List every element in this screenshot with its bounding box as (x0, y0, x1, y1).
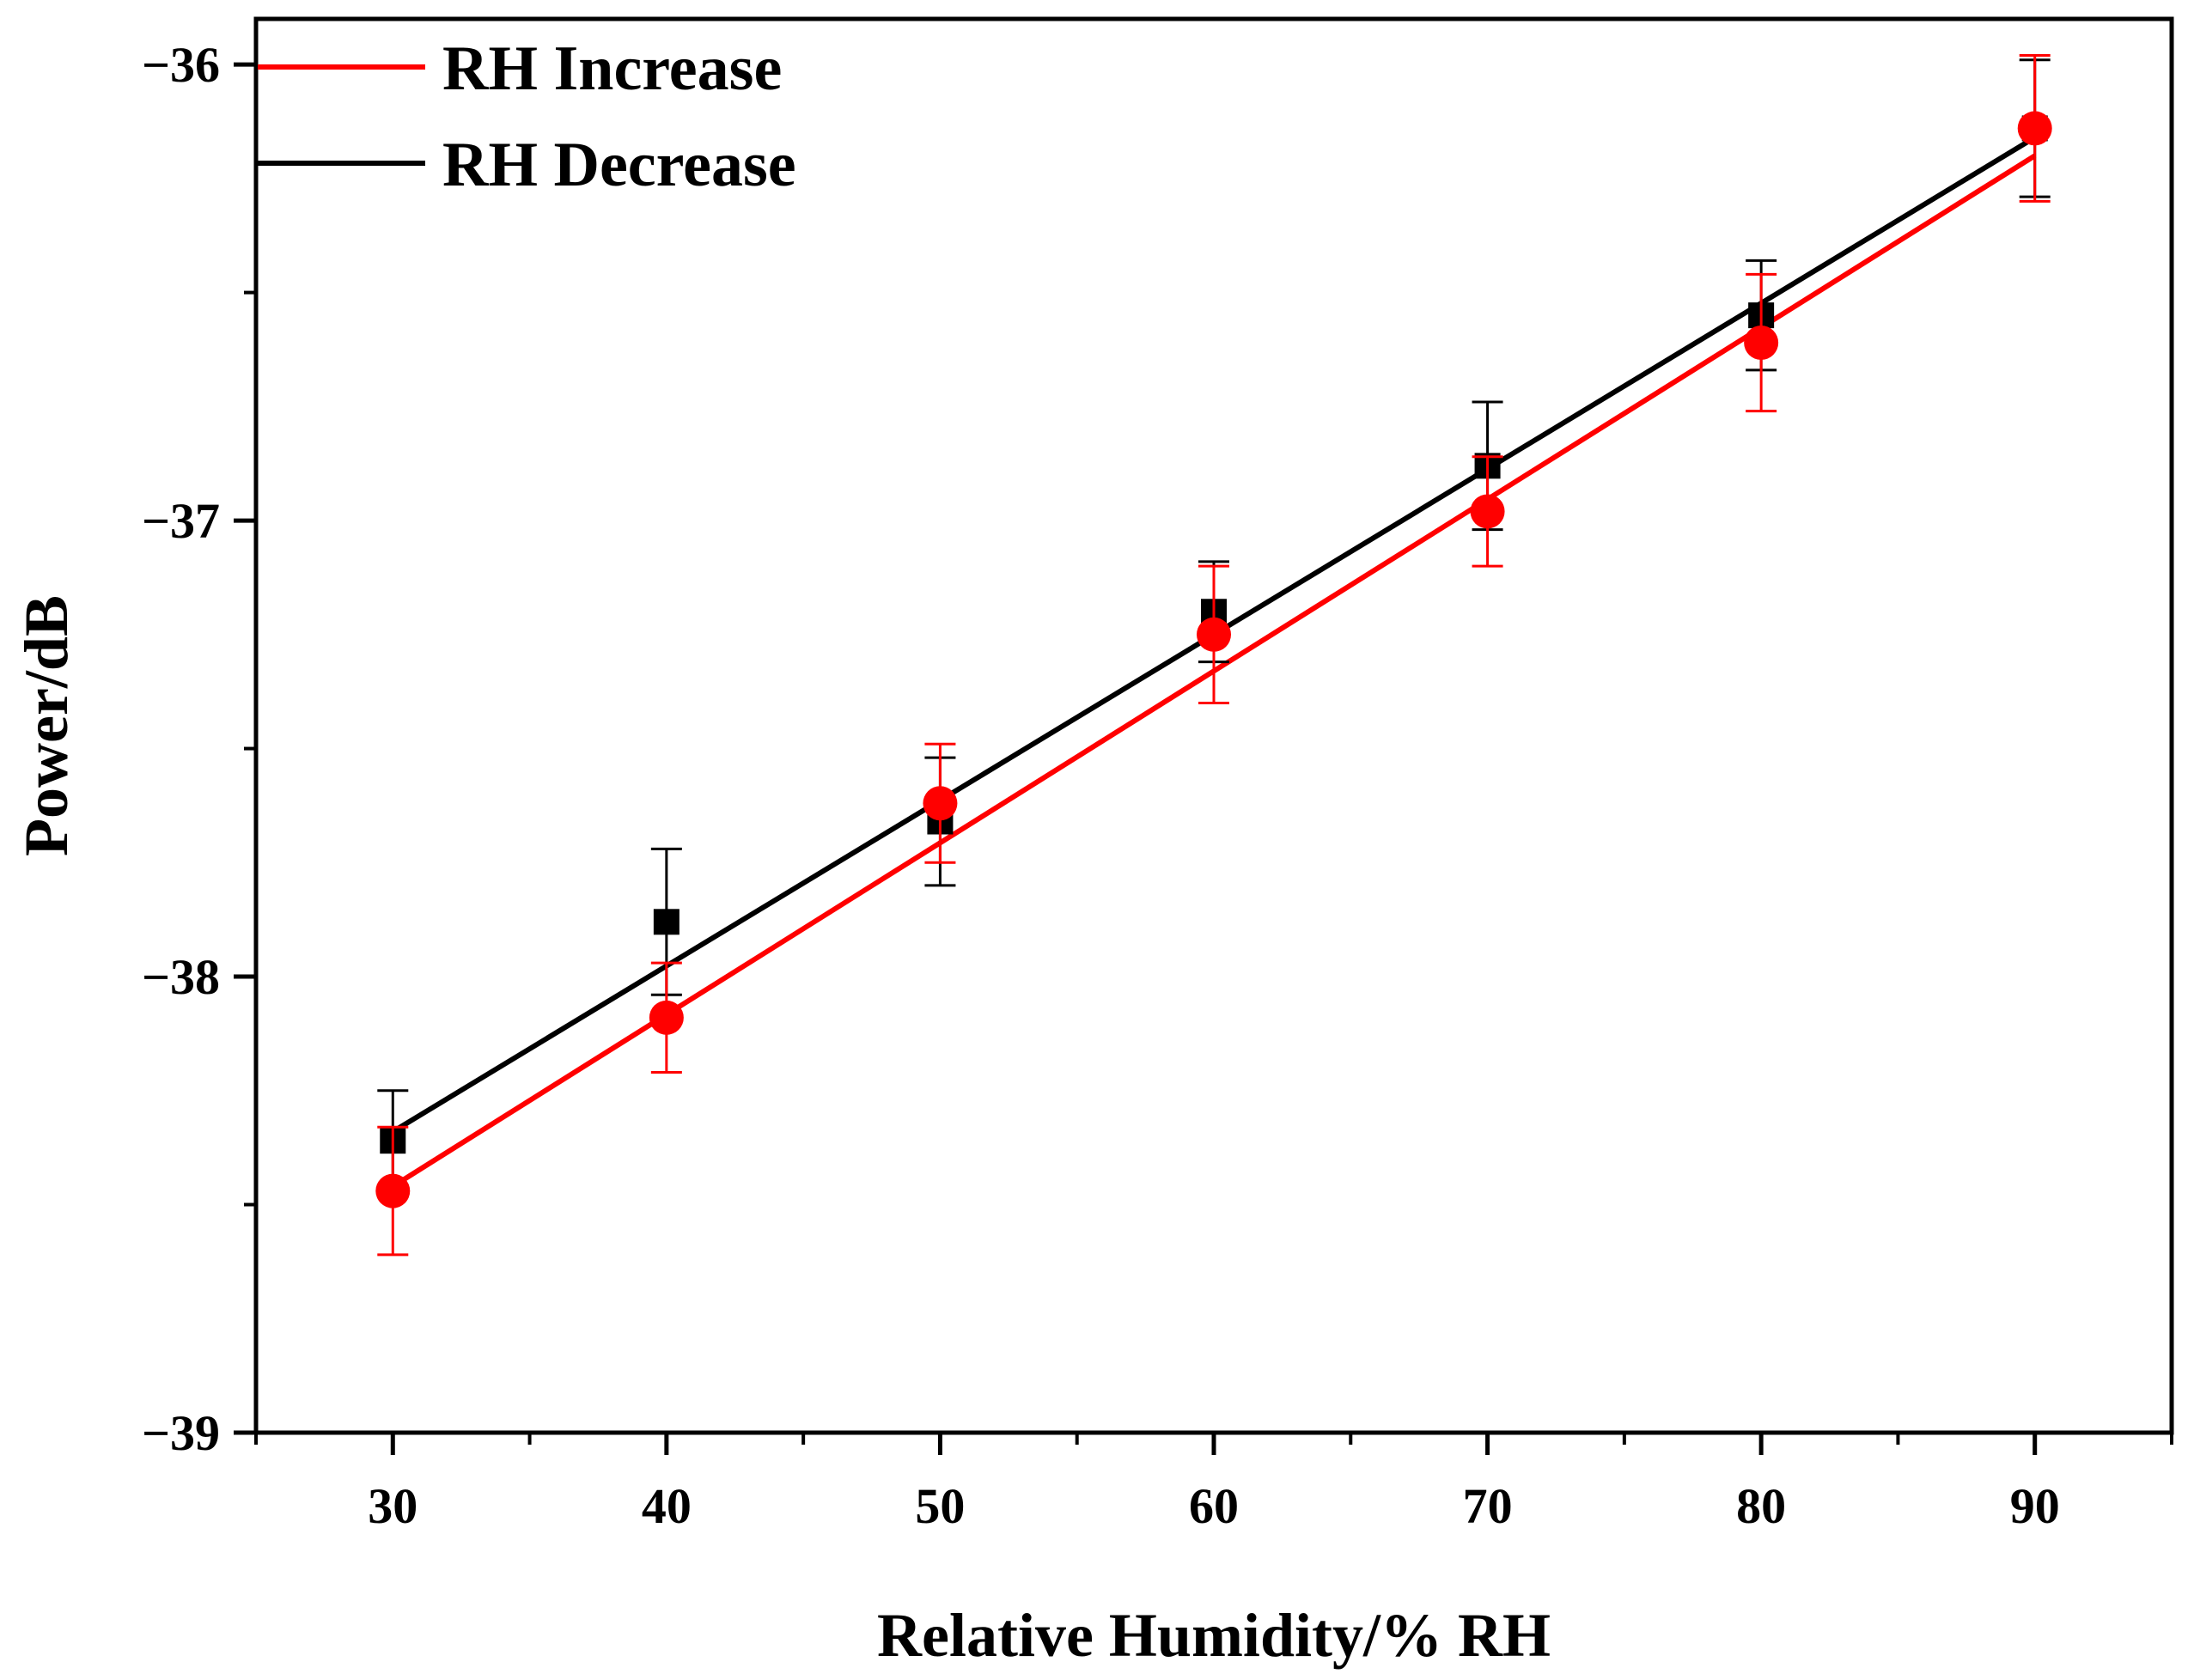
axes (234, 62, 2173, 1455)
x-tick-label: 90 (2010, 1478, 2060, 1534)
y-tick-label: −39 (142, 1405, 220, 1461)
legend-label-rh-increase: RH Increase (442, 33, 782, 104)
x-tick-label: 50 (915, 1478, 965, 1534)
data-points (375, 53, 2052, 1257)
data-point (1744, 325, 1779, 360)
tick-labels: 30 40 50 60 70 80 90 −39 −38 −37 −36 (142, 37, 2060, 1534)
y-tick-label: −37 (142, 493, 220, 549)
data-point (1197, 617, 1231, 652)
data-point (649, 1000, 684, 1035)
x-tick-label: 40 (642, 1478, 692, 1534)
data-point (1470, 494, 1505, 529)
x-tick-label: 60 (1189, 1478, 1239, 1534)
data-point (653, 909, 680, 935)
y-tick-label: −38 (142, 949, 220, 1005)
x-axis-title: Relative Humidity/% RH (877, 1601, 1551, 1670)
x-tick-label: 30 (368, 1478, 417, 1534)
legend: RH Increase RH Decrease (258, 33, 796, 200)
x-tick-label: 70 (1463, 1478, 1513, 1534)
legend-label-rh-decrease: RH Decrease (442, 130, 796, 200)
x-tick-label: 80 (1736, 1478, 1786, 1534)
y-axis-title: Power/dB (12, 595, 81, 856)
y-tick-label: −36 (142, 37, 220, 93)
data-point (2017, 111, 2052, 146)
data-point (375, 1173, 411, 1208)
data-point (923, 786, 958, 821)
